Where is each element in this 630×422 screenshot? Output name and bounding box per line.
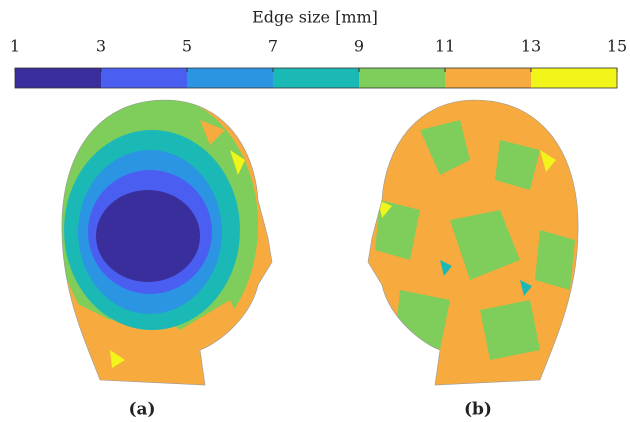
- x-tick-label: 7: [268, 37, 278, 56]
- colorbar-segment: [15, 68, 101, 88]
- colorbar-segment: [359, 68, 445, 88]
- head-a: [50, 90, 290, 390]
- x-tick-label: 13: [521, 37, 541, 56]
- figure: Edge size [mm] (a) (b) 13579111315: [0, 0, 630, 422]
- colorbar-segment: [187, 68, 273, 88]
- colorbar-segment: [531, 68, 617, 88]
- x-tick-label: 1: [10, 37, 20, 56]
- head-b: [350, 90, 590, 390]
- colorbar-segment: [273, 68, 359, 88]
- colorbar-title: Edge size [mm]: [252, 8, 378, 27]
- x-tick-label: 5: [182, 37, 192, 56]
- x-tick-label: 11: [435, 37, 455, 56]
- colorbar-segment: [445, 68, 531, 88]
- panel-label: (b): [464, 400, 492, 420]
- colorbar-segment: [101, 68, 187, 88]
- panel-label: (a): [128, 400, 155, 420]
- x-tick-label: 9: [354, 37, 364, 56]
- x-tick-label: 15: [607, 37, 627, 56]
- x-tick-label: 3: [96, 37, 106, 56]
